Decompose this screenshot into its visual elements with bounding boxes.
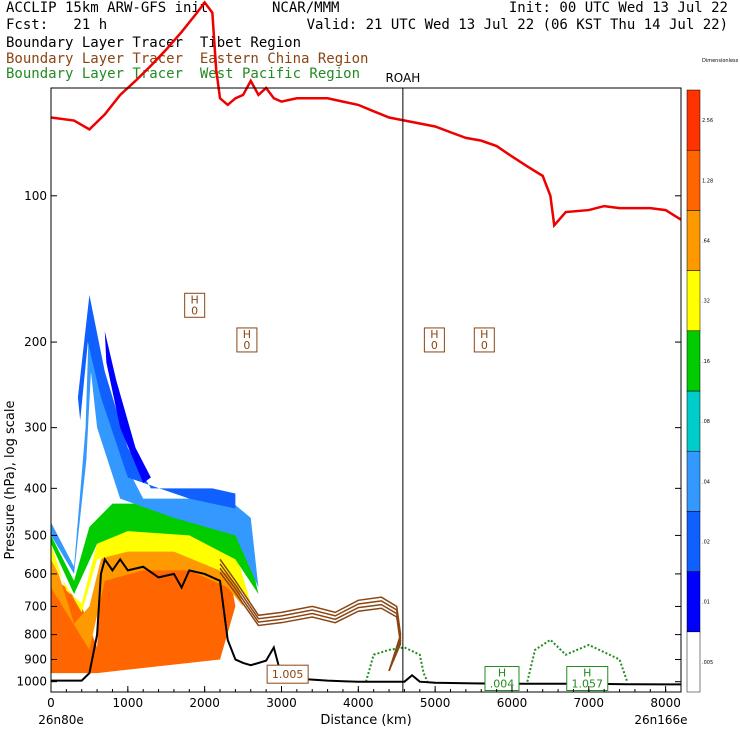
west-pacific-contour-1 [526, 638, 629, 683]
header-init: Init: 00 UTC Wed 13 Jul 22 [508, 0, 728, 16]
plot-frame [50, 87, 682, 693]
west-pacific-contour-0 [365, 646, 429, 683]
high-label-brown-4-text-0: 1.005 [272, 668, 304, 681]
x-tick-label-4: 4000 [343, 696, 374, 710]
high-label-brown-1-text-0: H [243, 328, 251, 341]
x-axis-right-location: 26n166e [634, 713, 687, 727]
colorbar-label-7: .64 [702, 239, 710, 245]
y-tick-label-0: 100 [24, 189, 47, 203]
x-tick-label-5: 5000 [420, 696, 451, 710]
colorbar: .005 .01 .02 .04 .08 .16 .32 .64 1.28 2.56 Dimensi… [686, 58, 739, 693]
high-label-brown-0-box [184, 292, 206, 318]
x-tick-label-3: 3000 [266, 696, 297, 710]
contour-layer [219, 558, 629, 683]
high-label-brown-1-text-1: 0 [243, 339, 250, 352]
x-axis-left-location: 26n80e [38, 713, 84, 727]
colorbar-swatch-5 [686, 330, 701, 392]
terrain-layer [51, 557, 681, 686]
colorbar-label-4: .08 [702, 419, 710, 425]
high-label-brown-3-text-0: H [480, 328, 488, 341]
high-label-brown-2-text-0: H [430, 328, 438, 341]
tracer-band-4 [51, 307, 259, 588]
colorbar-label-1: .01 [702, 600, 710, 606]
header-org: NCAR/MMM [272, 0, 340, 16]
high-label-brown-2-box [423, 327, 445, 353]
eastern-china-contour-2 [219, 567, 402, 672]
terrain-line [51, 557, 681, 686]
colorbar-swatch-8 [686, 149, 701, 211]
y-axis-title: Pressure (hPa), log scale [3, 401, 18, 560]
colorbar-label-6: .32 [702, 299, 710, 305]
header-model: ACCLIP 15km ARW-GFS init [6, 0, 209, 16]
colorbar-label-0: .005 [702, 660, 713, 666]
colorbar-swatch-7 [686, 210, 701, 271]
high-label-green-1-text-1: 1.057 [572, 678, 604, 691]
header-fcst: Fcst: 21 h [6, 17, 108, 33]
tracer-fill-layer [51, 294, 259, 674]
colorbar-label-3: .04 [702, 479, 710, 485]
high-label-brown-1-box [236, 327, 258, 353]
x-tick-label-2: 2000 [189, 696, 220, 710]
colorbar-label-8: 1.28 [702, 178, 713, 184]
y-tick-label-2: 300 [24, 421, 47, 435]
y-tick-label-1: 200 [24, 335, 47, 349]
x-tick-label-7: 7000 [574, 696, 605, 710]
colorbar-swatch-4 [686, 390, 701, 452]
tracer-band-1 [51, 539, 244, 650]
roah-marker-label: ROAH [385, 71, 420, 85]
high-label-green-0-text-1: .004 [490, 678, 515, 691]
high-label-green-0-text-0: H [498, 667, 506, 680]
high-label-brown-3-box [473, 327, 495, 353]
colorbar-swatch-9 [686, 89, 701, 151]
colorbar-swatch-2 [686, 511, 701, 572]
colorbar-label-5: .16 [702, 359, 710, 365]
tracer-band-0 [51, 559, 236, 674]
colorbar-swatch-0 [686, 631, 701, 693]
high-label-brown-2-text-1: 0 [431, 339, 438, 352]
x-axis-title: Distance (km) [320, 713, 411, 728]
x-tick-label-0: 0 [47, 696, 55, 710]
y-tick-label-8: 900 [24, 652, 47, 666]
y-tick-label-4: 500 [24, 528, 47, 542]
eastern-china-contour-3 [219, 572, 402, 672]
high-label-green-1-text-0: H [583, 667, 591, 680]
high-label-brown-3-text-1: 0 [481, 339, 488, 352]
y-tick-label-6: 700 [24, 599, 47, 613]
x-tick-label-8: 8000 [650, 696, 681, 710]
colorbar-label-10: Dimensionless [702, 58, 739, 64]
y-tick-label-3: 400 [24, 481, 47, 495]
header-valid: Valid: 21 UTC Wed 13 Jul 22 (06 KST Thu … [306, 17, 728, 33]
high-label-brown-4-box [266, 664, 309, 684]
colorbar-swatch-6 [686, 270, 701, 332]
axes-layer: 0 1000 2000 3000 4000 5000 6000 7000 80001002003… [3, 87, 688, 728]
legend-tibet: Boundary Layer Tracer Tibet Region [6, 35, 302, 51]
colorbar-swatch-1 [686, 571, 701, 633]
tracer-band-2 [51, 522, 251, 613]
high-label-green-0-box [484, 666, 520, 692]
y-tick-label-5: 600 [24, 567, 47, 581]
y-tick-label-9: 1000 [16, 675, 47, 689]
colorbar-label-2: .02 [702, 540, 710, 546]
high-label-brown-0-text-0: H [191, 293, 199, 306]
high-label-green-1-box [566, 666, 609, 692]
tropopause-line [50, 0, 682, 229]
tracer-band-5 [77, 294, 236, 509]
x-tick-label-6: 6000 [497, 696, 528, 710]
colorbar-label-9: 2.56 [702, 118, 713, 124]
high-label-brown-0-text-1: 0 [191, 304, 198, 317]
x-tick-label-1: 1000 [113, 696, 144, 710]
marker-layer: ROAH [385, 71, 420, 692]
y-tick-label-7: 800 [24, 628, 47, 642]
colorbar-swatch-3 [686, 450, 701, 512]
legend-west-pacific: Boundary Layer Tracer West Pacific Regio… [6, 66, 361, 82]
tropopause-layer [50, 0, 682, 229]
